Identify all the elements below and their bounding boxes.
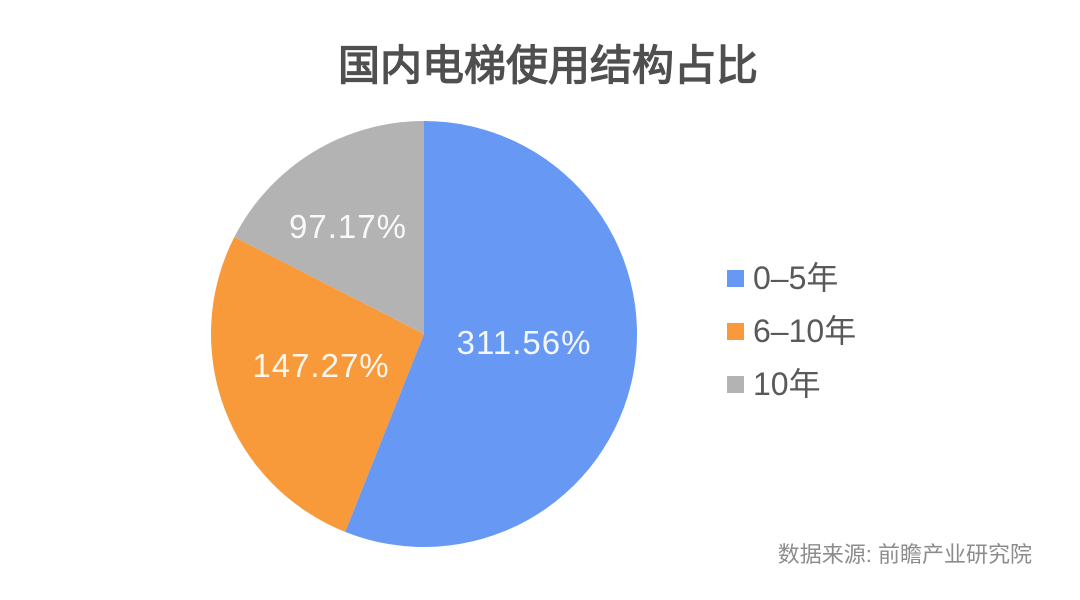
legend-item-6-10: 6–10年 xyxy=(727,314,856,348)
pie-chart: 311.56% 147.27% 97.17% xyxy=(211,121,637,547)
legend-item-0-5: 0–5年 xyxy=(727,261,856,295)
chart-title: 国内电梯使用结构占比 xyxy=(337,42,758,89)
legend-swatch-gray-icon xyxy=(727,375,744,393)
pie-slice-0 xyxy=(345,121,637,547)
slice-value-label-10: 97.17% xyxy=(289,208,407,245)
source-note: 数据来源: 前瞻产业研究院 xyxy=(777,542,1032,567)
legend: 0–5年 6–10年 10年 xyxy=(727,261,856,401)
slice-value-label-6-10: 147.27% xyxy=(252,347,390,384)
pie-svg xyxy=(211,121,637,547)
pie-slice-1 xyxy=(211,237,424,532)
slice-value-label-0-5: 311.56% xyxy=(456,324,592,361)
legend-item-10: 10年 xyxy=(727,367,856,401)
legend-label-10: 10年 xyxy=(753,366,821,402)
legend-label-0-5: 0–5年 xyxy=(753,260,839,296)
pie-slice-2 xyxy=(234,121,424,334)
legend-swatch-orange-icon xyxy=(727,322,744,340)
legend-swatch-blue-icon xyxy=(727,269,744,287)
legend-label-6-10: 6–10年 xyxy=(753,313,857,349)
